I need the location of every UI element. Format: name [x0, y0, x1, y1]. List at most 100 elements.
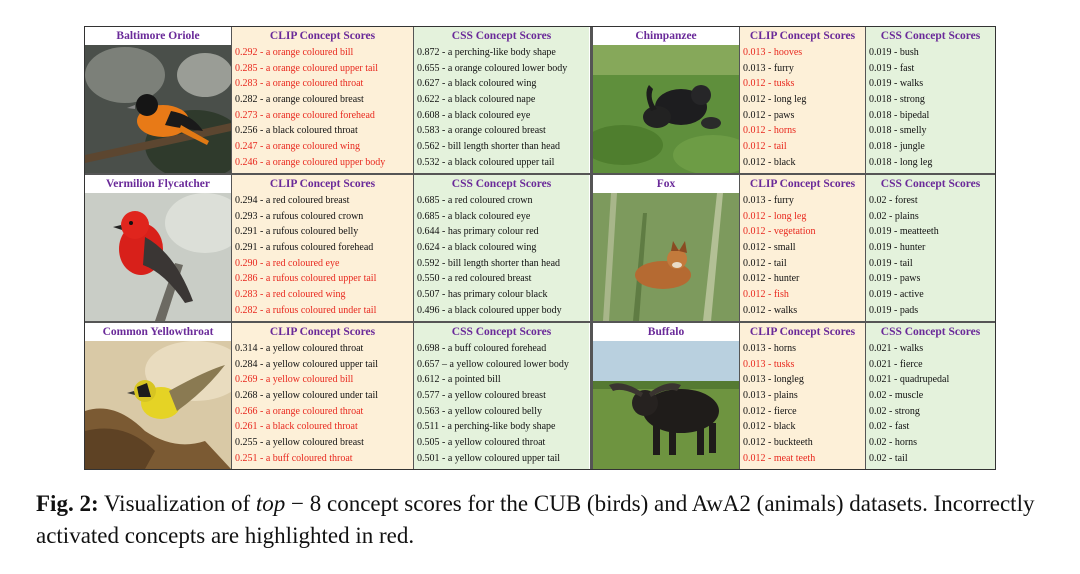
- species-title: Vermilion Flycatcher: [85, 175, 231, 193]
- concept-score-row: 0.021 - walks: [869, 343, 924, 354]
- concept-score-row: 0.285 - a orange coloured upper tail: [235, 62, 379, 74]
- clip-header: CLIP Concept Scores: [269, 326, 376, 338]
- caption-math-rest: − 8: [285, 491, 322, 516]
- concept-score-row: 0.018 - strong: [869, 94, 925, 106]
- clip-header: CLIP Concept Scores: [749, 30, 856, 42]
- concept-score-row: 0.012 - tail: [743, 141, 787, 153]
- concept-score-row: 0.294 - a red coloured breast: [235, 195, 350, 206]
- concept-score-row: 0.268 - a yellow coloured under tail: [235, 390, 379, 402]
- concept-score-row: 0.563 - a yellow coloured belly: [417, 405, 542, 417]
- column-divider: [590, 27, 593, 469]
- concept-score-row: 0.013 - plains: [743, 390, 798, 402]
- concept-score-row: 0.02 - plains: [869, 210, 919, 222]
- panel-chimpanzee: Chimpanzee CLIP Concept Scores 0.013 - h…: [593, 27, 995, 173]
- concept-score-row: 0.511 - a perching-like body shape: [417, 421, 556, 433]
- concept-score-row: 0.284 - a yellow coloured upper tail: [235, 358, 379, 370]
- concept-score-row: 0.256 - a black coloured throat: [235, 125, 358, 137]
- css-header: CSS Concept Scores: [451, 30, 552, 42]
- clip-scores-column: CLIP Concept Scores 0.292 - a orange col…: [232, 27, 414, 173]
- clip-scores-column: CLIP Concept Scores 0.314 - a yellow col…: [232, 323, 414, 469]
- concept-score-row: 0.314 - a yellow coloured throat: [235, 343, 364, 354]
- concept-score-row: 0.286 - a rufous coloured upper tail: [235, 273, 377, 285]
- clip-scores-column: CLIP Concept Scores 0.013 - horns 0.013 -…: [740, 323, 866, 469]
- concept-score-row: 0.012 - meat teeth: [743, 452, 816, 464]
- concept-score-row: 0.496 - a black coloured upper body: [417, 304, 562, 316]
- concept-score-row: 0.269 - a yellow coloured bill: [235, 374, 354, 386]
- concept-score-row: 0.282 - a rufous coloured under tail: [235, 304, 377, 316]
- concept-score-row: 0.012 - horns: [743, 125, 797, 137]
- concept-score-row: 0.012 - black: [743, 421, 796, 433]
- concept-score-row: 0.657 – a yellow coloured lower body: [417, 358, 569, 370]
- concept-score-row: 0.012 - vegetation: [743, 226, 816, 238]
- figure-caption: Fig. 2: Visualization of top − 8 concept…: [36, 488, 1056, 552]
- concept-score-row: 0.012 - tusks: [743, 78, 795, 90]
- css-header: CSS Concept Scores: [880, 30, 981, 42]
- concept-score-row: 0.644 - has primary colour red: [417, 226, 539, 238]
- clip-header: CLIP Concept Scores: [269, 178, 376, 190]
- concept-score-row: 0.019 - paws: [869, 273, 921, 285]
- clip-header: CLIP Concept Scores: [749, 178, 856, 190]
- concept-score-row: 0.261 - a black coloured throat: [235, 421, 358, 433]
- row-divider: [85, 173, 995, 175]
- css-header: CSS Concept Scores: [880, 326, 981, 338]
- concept-score-row: 0.292 - a orange coloured bill: [235, 47, 354, 58]
- concept-score-row: 0.012 - long leg: [743, 210, 807, 222]
- caption-text: concept scores for the CUB (birds) and A…: [36, 491, 1035, 548]
- species-title: Chimpanzee: [593, 27, 739, 45]
- concept-score-row: 0.019 - meatteeth: [869, 226, 939, 238]
- concept-score-row: 0.02 - muscle: [869, 390, 924, 402]
- concept-score-row: 0.562 - bill length shorter than head: [417, 141, 561, 153]
- concept-score-row: 0.018 - jungle: [869, 141, 925, 153]
- concept-score-row: 0.018 - long leg: [869, 156, 933, 168]
- concept-score-row: 0.624 - a black coloured wing: [417, 242, 537, 254]
- panel-common-yellowthroat: Common Yellowthroat CLIP Concept Scores …: [85, 323, 589, 469]
- concept-score-row: 0.293 - a rufous coloured crown: [235, 210, 364, 222]
- concept-score-row: 0.592 - bill length shorter than head: [417, 257, 561, 269]
- concept-score-row: 0.02 - strong: [869, 405, 920, 417]
- concept-score-row: 0.246 - a orange coloured upper body: [235, 156, 386, 168]
- concept-score-row: 0.013 - furry: [743, 195, 794, 206]
- concept-score-row: 0.013 - tusks: [743, 358, 795, 370]
- concept-score-row: 0.018 - smelly: [869, 125, 927, 137]
- clip-scores-column: CLIP Concept Scores 0.013 - hooves 0.013 …: [740, 27, 866, 173]
- concept-score-row: 0.612 - a pointed bill: [417, 374, 501, 386]
- concept-score-row: 0.012 - walks: [743, 304, 798, 316]
- css-scores-column: CSS Concept Scores 0.698 - a buff colour…: [414, 323, 589, 469]
- concept-score-row: 0.012 - buckteeth: [743, 437, 813, 449]
- concept-score-row: 0.021 - fierce: [869, 358, 923, 370]
- concept-score-row: 0.019 - pads: [869, 304, 919, 316]
- row-divider: [85, 321, 995, 323]
- panel-baltimore-oriole: Baltimore Oriole CLIP Concept Scores: [85, 27, 589, 173]
- species-title: Common Yellowthroat: [85, 323, 231, 341]
- common-yellowthroat-photo: [85, 341, 231, 469]
- concept-score-row: 0.291 - a rufous coloured belly: [235, 226, 359, 238]
- buffalo-photo: [593, 341, 739, 469]
- concept-score-row: 0.019 - active: [869, 289, 924, 301]
- concept-score-row: 0.247 - a orange coloured wing: [235, 141, 360, 153]
- concept-score-row: 0.012 - paws: [743, 109, 795, 121]
- concept-score-row: 0.532 - a black coloured upper tail: [417, 156, 555, 168]
- panel-vermilion-flycatcher: Vermilion Flycatcher CLIP Concept Scores…: [85, 175, 589, 321]
- concept-score-row: 0.505 - a yellow coloured throat: [417, 437, 546, 449]
- caption-text: Visualization of: [98, 491, 256, 516]
- concept-score-row: 0.012 - fierce: [743, 405, 797, 417]
- species-title: Buffalo: [593, 323, 739, 341]
- concept-score-row: 0.013 - hooves: [743, 47, 803, 58]
- panel-buffalo: Buffalo CLIP Concept Scores: [593, 323, 995, 469]
- concept-score-row: 0.655 - a orange coloured lower body: [417, 62, 568, 74]
- concept-score-row: 0.291 - a rufous coloured forehead: [235, 242, 374, 254]
- concept-score-row: 0.255 - a yellow coloured breast: [235, 437, 364, 449]
- clip-header: CLIP Concept Scores: [749, 326, 856, 338]
- panel-fox: Fox CLIP Concept Scores 0.013 - furry 0.0…: [593, 175, 995, 321]
- figure-label: Fig. 2:: [36, 491, 99, 516]
- concept-score-row: 0.012 - hunter: [743, 273, 800, 285]
- css-header: CSS Concept Scores: [880, 178, 981, 190]
- concept-score-row: 0.685 - a red coloured crown: [417, 195, 533, 206]
- css-scores-column: CSS Concept Scores 0.872 - a perching-li…: [414, 27, 589, 173]
- css-scores-column: CSS Concept Scores 0.02 - forest 0.02 - p…: [866, 175, 995, 321]
- concept-score-row: 0.012 - black: [743, 156, 796, 168]
- concept-score-figure: Baltimore Oriole CLIP Concept Scores: [84, 26, 996, 470]
- concept-score-row: 0.282 - a orange coloured breast: [235, 94, 364, 106]
- concept-score-row: 0.02 - horns: [869, 437, 918, 449]
- concept-score-row: 0.577 - a yellow coloured breast: [417, 390, 546, 402]
